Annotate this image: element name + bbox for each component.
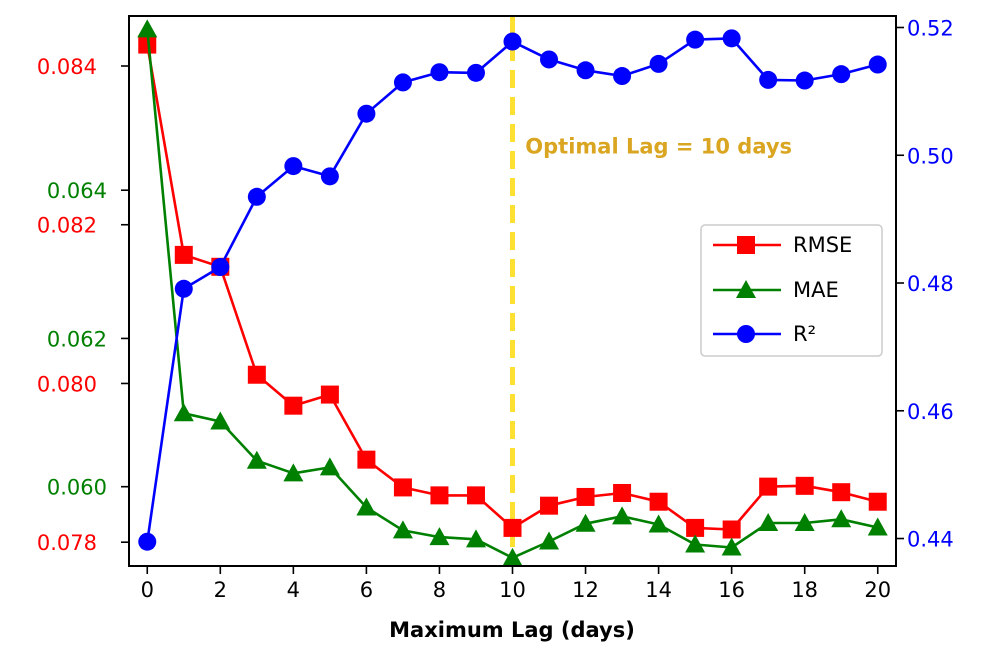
- point-r2-20: [868, 55, 887, 74]
- point-mae-10: [502, 547, 523, 566]
- point-mae-9: [465, 529, 486, 548]
- point-mae-18: [794, 513, 815, 532]
- point-rmse-13: [613, 483, 632, 502]
- point-rmse-5: [320, 385, 339, 404]
- point-r2-7: [393, 73, 412, 92]
- point-rmse-18: [795, 476, 814, 495]
- point-r2-12: [576, 61, 595, 80]
- point-mae-5: [319, 457, 340, 476]
- point-mae-15: [685, 534, 706, 553]
- point-r2-15: [686, 30, 705, 49]
- x-tick-label-4: 4: [287, 578, 300, 602]
- point-r2-17: [759, 70, 778, 89]
- x-tick-label-18: 18: [791, 578, 818, 602]
- legend: RMSE MAE R²: [700, 224, 883, 357]
- point-rmse-17: [759, 477, 778, 496]
- point-rmse-14: [649, 492, 668, 511]
- x-tick-label-20: 20: [864, 578, 891, 602]
- y-tick-label-rmse-0.078: 0.078: [37, 531, 97, 555]
- point-rmse-15: [686, 518, 705, 537]
- point-rmse-4: [284, 396, 303, 415]
- legend-label-rmse: RMSE: [793, 233, 852, 257]
- y-tick-label-rmse-0.082: 0.082: [37, 214, 97, 238]
- point-rmse-12: [576, 487, 595, 506]
- y-tick-label-r2-0.50: 0.50: [907, 144, 954, 168]
- x-tick-label-0: 0: [141, 578, 154, 602]
- point-mae-16: [721, 537, 742, 556]
- point-r2-14: [649, 54, 668, 73]
- point-mae-7: [392, 520, 413, 539]
- point-mae-3: [246, 450, 267, 469]
- point-r2-1: [174, 279, 193, 298]
- legend-label-r2: R²: [793, 322, 816, 346]
- point-mae-12: [575, 513, 596, 532]
- tick-layer: 0 2 4 6 8 10 12 14 16 18 20 0.078 0.080 0.082 0.084 0.0…: [37, 16, 954, 602]
- point-r2-11: [540, 50, 559, 69]
- legend-box: [700, 224, 883, 357]
- point-r2-18: [795, 71, 814, 90]
- x-tick-label-2: 2: [214, 578, 227, 602]
- legend-marker-mae: [736, 280, 756, 298]
- x-tick-label-16: 16: [718, 578, 745, 602]
- point-r2-2: [211, 258, 230, 277]
- y-tick-label-rmse-0.080: 0.080: [37, 372, 97, 396]
- point-mae-17: [758, 513, 779, 532]
- point-rmse-7: [393, 478, 412, 497]
- x-tick-label-14: 14: [645, 578, 672, 602]
- point-mae-20: [867, 517, 888, 536]
- point-rmse-19: [832, 483, 851, 502]
- annotation-optimal-lag: Optimal Lag = 10 days: [525, 134, 792, 158]
- y-tick-label-mae-0.064: 0.064: [47, 179, 107, 203]
- legend-label-mae: MAE: [793, 278, 839, 302]
- point-r2-8: [430, 63, 449, 82]
- y-tick-label-r2-0.46: 0.46: [907, 400, 954, 424]
- point-rmse-1: [174, 245, 193, 264]
- point-r2-0: [138, 532, 157, 551]
- x-tick-label-8: 8: [433, 578, 446, 602]
- point-rmse-3: [247, 365, 266, 384]
- point-r2-10: [503, 32, 522, 51]
- point-mae-4: [283, 463, 304, 482]
- point-mae-8: [429, 527, 450, 546]
- point-rmse-9: [466, 486, 485, 505]
- plot-layer: [137, 16, 888, 566]
- point-rmse-11: [540, 496, 559, 515]
- point-rmse-10: [503, 518, 522, 537]
- point-mae-19: [831, 509, 852, 528]
- point-mae-0: [137, 19, 158, 38]
- point-r2-19: [832, 65, 851, 84]
- point-mae-11: [539, 531, 560, 550]
- point-mae-14: [648, 514, 669, 533]
- point-r2-6: [357, 104, 376, 123]
- point-r2-5: [320, 167, 339, 186]
- y-tick-label-mae-0.060: 0.060: [47, 476, 107, 500]
- point-r2-4: [284, 157, 303, 176]
- y-tick-label-r2-0.52: 0.52: [907, 16, 954, 40]
- x-tick-label-10: 10: [499, 578, 526, 602]
- point-mae-6: [356, 497, 377, 516]
- point-r2-13: [613, 67, 632, 86]
- point-r2-3: [247, 187, 266, 206]
- point-r2-9: [466, 63, 485, 82]
- y-tick-label-r2-0.48: 0.48: [907, 272, 954, 296]
- point-rmse-8: [430, 486, 449, 505]
- point-rmse-0: [138, 35, 157, 54]
- point-mae-13: [612, 506, 633, 525]
- x-tick-label-12: 12: [572, 578, 599, 602]
- y-tick-label-r2-0.44: 0.44: [907, 528, 954, 552]
- x-tick-label-6: 6: [360, 578, 373, 602]
- y-tick-label-mae-0.062: 0.062: [47, 327, 107, 351]
- point-r2-16: [722, 29, 741, 48]
- point-rmse-16: [722, 520, 741, 539]
- point-rmse-20: [868, 492, 887, 511]
- legend-marker-r2: [737, 325, 755, 343]
- legend-marker-rmse: [737, 236, 755, 254]
- y-tick-label-rmse-0.084: 0.084: [37, 55, 97, 79]
- x-axis-title: Maximum Lag (days): [389, 618, 635, 642]
- point-mae-2: [210, 411, 231, 430]
- point-rmse-6: [357, 450, 376, 469]
- point-mae-1: [173, 403, 194, 422]
